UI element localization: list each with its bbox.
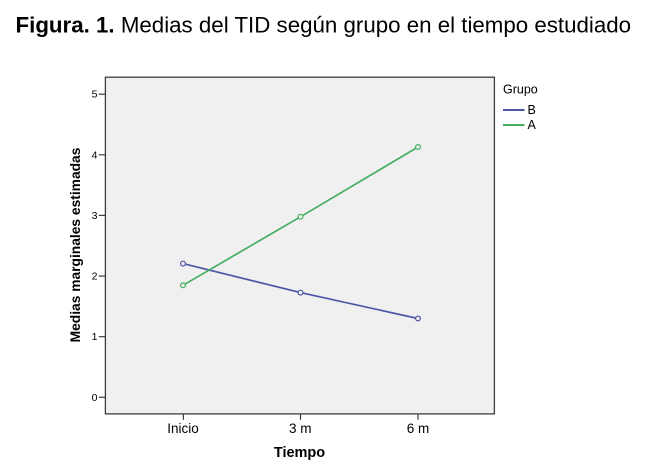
svg-text:2: 2 — [92, 271, 98, 283]
svg-text:5: 5 — [92, 89, 98, 101]
svg-text:4: 4 — [92, 149, 98, 161]
svg-text:3: 3 — [92, 210, 98, 222]
svg-text:1: 1 — [92, 331, 98, 343]
svg-text:Tiempo: Tiempo — [274, 445, 325, 461]
svg-text:Inicio: Inicio — [167, 421, 199, 436]
svg-text:B: B — [528, 103, 536, 117]
svg-text:3 m: 3 m — [289, 421, 312, 436]
svg-text:A: A — [528, 118, 537, 132]
svg-text:Figura. 1. Medias del TID segú: Figura. 1. Medias del TID según grupo en… — [16, 13, 632, 38]
svg-text:6 m: 6 m — [407, 421, 430, 436]
svg-text:Grupo: Grupo — [503, 82, 538, 96]
svg-text:Medias marginales estimadas: Medias marginales estimadas — [68, 147, 83, 342]
svg-text:0: 0 — [92, 392, 98, 404]
